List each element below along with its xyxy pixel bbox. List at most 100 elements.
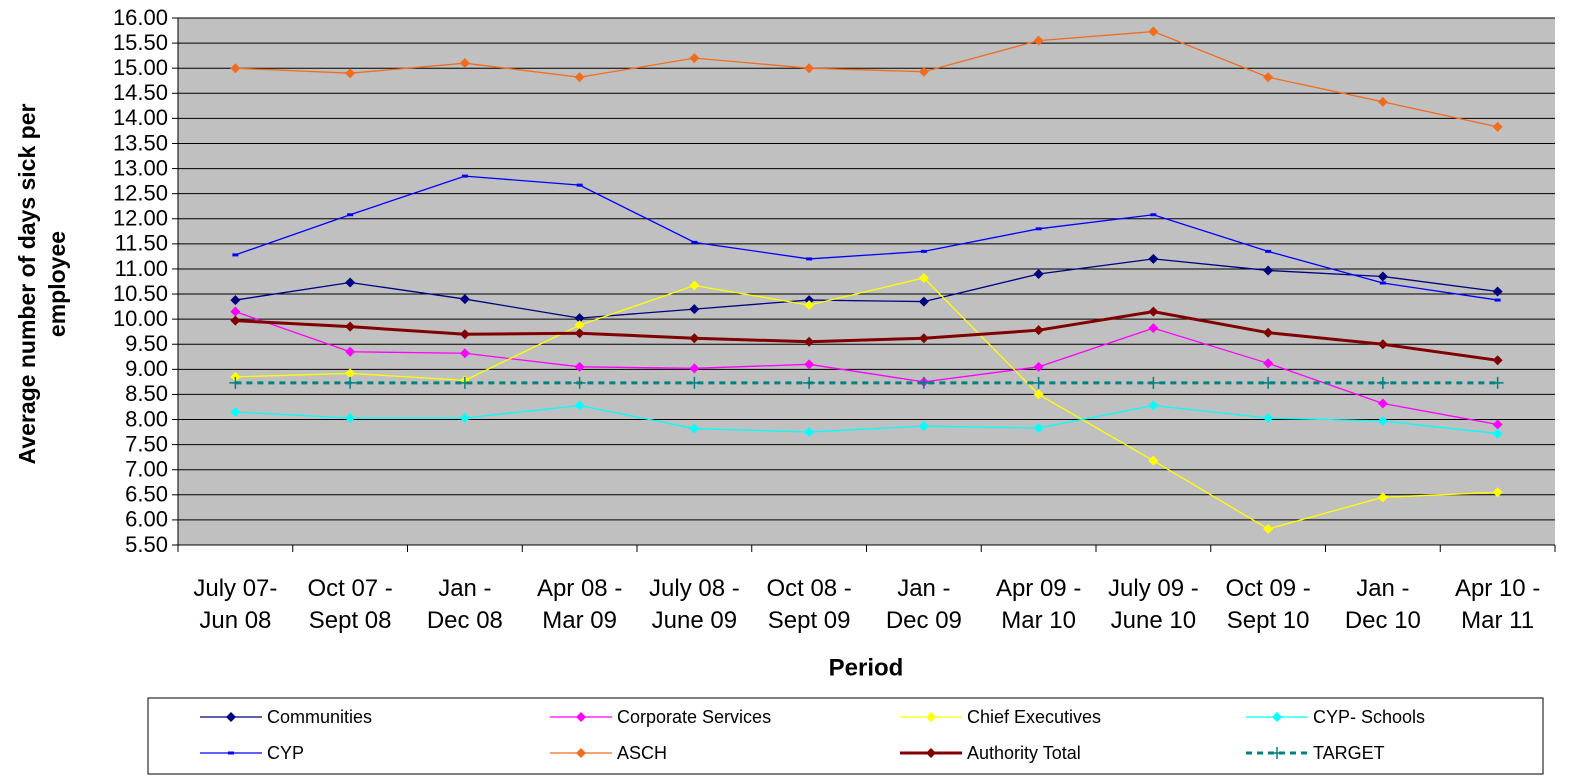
marker [689, 304, 700, 315]
series-line [235, 175, 1498, 301]
marker [803, 376, 816, 389]
marker [1492, 355, 1503, 366]
y-tick-label: 9.50 [125, 331, 168, 356]
y-tick-label: 8.50 [125, 381, 168, 406]
x-tick-label: July 07- Jun 08 [193, 575, 278, 634]
marker [689, 53, 700, 64]
x-tick-label: Apr 10 - Mar 11 [1454, 575, 1541, 634]
marker [229, 376, 242, 389]
marker [689, 280, 700, 291]
marker [806, 257, 813, 261]
marker [1265, 249, 1272, 253]
marker [230, 63, 241, 74]
marker [1492, 419, 1503, 430]
marker [1148, 400, 1159, 411]
y-tick-label: 10.50 [113, 281, 168, 306]
marker [459, 413, 470, 424]
marker [1492, 487, 1503, 498]
marker [804, 63, 815, 74]
y-tick-label: 11.50 [115, 231, 168, 256]
marker [1377, 416, 1388, 427]
marker [920, 249, 927, 253]
marker [1491, 376, 1504, 389]
series-line [235, 277, 1498, 530]
marker [345, 413, 356, 424]
marker [917, 376, 930, 389]
y-tick-label: 10.00 [113, 306, 168, 331]
legend-marker [226, 712, 236, 722]
marker [459, 329, 470, 340]
x-tick-label: Apr 09 - Mar 10 [995, 575, 1082, 634]
marker [804, 300, 815, 311]
marker [1263, 265, 1274, 276]
marker [1492, 121, 1503, 132]
legend-marker [576, 748, 586, 758]
marker [804, 336, 815, 347]
marker [1148, 306, 1159, 317]
marker [1148, 26, 1159, 37]
marker [1494, 298, 1501, 302]
marker [230, 295, 241, 306]
marker [574, 313, 585, 324]
legend-label: CYP [267, 743, 304, 763]
marker [345, 68, 356, 79]
y-tick-label: 13.00 [113, 155, 168, 180]
x-tick-label: July 08 - June 09 [649, 575, 740, 634]
marker [918, 296, 929, 307]
x-tick-label: Jan - Dec 10 [1344, 575, 1421, 634]
marker [1150, 213, 1157, 217]
marker [574, 400, 585, 411]
marker [918, 333, 929, 344]
y-tick-label: 9.00 [125, 356, 168, 381]
y-tick-label: 12.00 [113, 206, 168, 231]
marker [1033, 361, 1044, 372]
y-axis-title: Average number of days sick per employee [14, 103, 70, 465]
marker [574, 320, 585, 331]
marker [689, 363, 700, 374]
series-line [235, 311, 1498, 426]
marker [576, 183, 583, 187]
x-tick-label: Oct 07 - Sept 08 [307, 575, 393, 634]
x-tick-label: July 09 - June 10 [1108, 575, 1199, 634]
marker [345, 277, 356, 288]
x-tick-label: Oct 08 - Sept 09 [766, 575, 852, 634]
marker [1263, 413, 1274, 424]
marker [1263, 523, 1274, 534]
marker [574, 361, 585, 372]
plot-area [178, 18, 1555, 545]
marker [1033, 389, 1044, 400]
marker [1377, 271, 1388, 282]
marker [1035, 227, 1042, 231]
marker [1033, 268, 1044, 279]
legend-marker [228, 751, 234, 755]
marker [1148, 323, 1159, 334]
y-tick-label: 7.00 [125, 457, 168, 482]
marker [1377, 398, 1388, 409]
marker [1263, 72, 1274, 83]
marker [1376, 376, 1389, 389]
y-tick-label: 13.50 [113, 130, 168, 155]
legend-label: Corporate Services [617, 707, 771, 727]
marker [232, 253, 239, 257]
marker [230, 371, 241, 382]
series-line [235, 310, 1498, 362]
legend-label: Communities [267, 707, 372, 727]
marker [1033, 35, 1044, 46]
marker [689, 423, 700, 434]
marker [918, 421, 929, 432]
legend-marker [1271, 747, 1283, 759]
y-tick-label: 6.00 [125, 507, 168, 532]
legend-label: CYP- Schools [1313, 707, 1425, 727]
legend-label: ASCH [617, 743, 667, 763]
marker [458, 376, 471, 389]
marker [345, 368, 356, 379]
marker [1263, 358, 1274, 369]
marker [230, 306, 241, 317]
legend-marker [1272, 712, 1282, 722]
marker [1262, 376, 1275, 389]
marker [1377, 339, 1388, 350]
y-tick-label: 7.50 [125, 431, 168, 456]
marker [1263, 327, 1274, 338]
